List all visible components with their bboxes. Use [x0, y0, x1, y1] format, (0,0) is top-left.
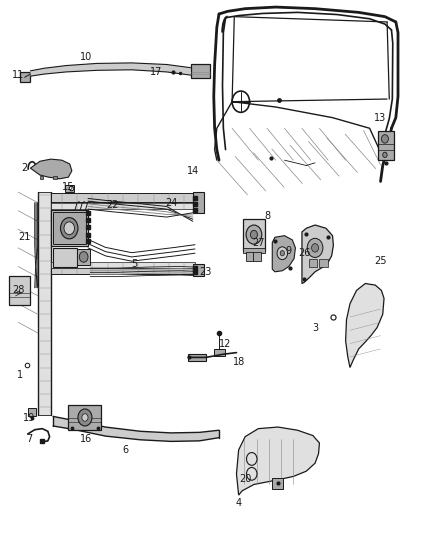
Bar	[51, 203, 195, 209]
Bar	[51, 193, 195, 201]
Polygon shape	[38, 192, 51, 415]
Bar	[28, 408, 36, 416]
Text: 1: 1	[17, 370, 23, 381]
Text: 23: 23	[200, 267, 212, 277]
Text: 8: 8	[264, 211, 270, 221]
Text: 24: 24	[165, 198, 177, 208]
Polygon shape	[237, 427, 319, 495]
Bar	[53, 248, 77, 266]
Bar	[253, 252, 261, 261]
Bar	[51, 210, 88, 246]
Text: 20: 20	[239, 474, 251, 484]
Bar	[188, 354, 206, 361]
Bar	[20, 72, 30, 82]
Circle shape	[383, 152, 387, 158]
Polygon shape	[302, 225, 333, 284]
Bar	[193, 264, 204, 276]
Text: 16: 16	[80, 434, 92, 445]
Polygon shape	[30, 159, 72, 179]
Text: 17: 17	[149, 68, 162, 77]
Polygon shape	[30, 63, 191, 76]
Circle shape	[79, 252, 88, 262]
Bar	[65, 185, 74, 191]
Bar	[53, 212, 86, 244]
Polygon shape	[272, 236, 295, 272]
Bar	[214, 350, 225, 356]
Text: 11: 11	[12, 70, 24, 80]
Circle shape	[311, 244, 318, 252]
Text: 28: 28	[12, 286, 25, 295]
Bar	[243, 219, 265, 251]
Text: 7: 7	[26, 434, 32, 445]
Circle shape	[60, 217, 78, 239]
Bar	[68, 405, 101, 430]
Text: 25: 25	[374, 256, 387, 266]
Text: 2: 2	[21, 163, 28, 173]
Text: 9: 9	[286, 246, 292, 255]
Polygon shape	[53, 416, 219, 441]
Bar	[53, 175, 57, 179]
Text: 27: 27	[252, 238, 265, 247]
Polygon shape	[346, 284, 384, 368]
Text: 19: 19	[23, 413, 35, 423]
Circle shape	[82, 414, 88, 421]
Text: 18: 18	[233, 357, 245, 367]
Circle shape	[64, 222, 74, 235]
Circle shape	[78, 409, 92, 426]
Bar	[51, 268, 195, 274]
Text: 13: 13	[374, 112, 387, 123]
Circle shape	[280, 251, 285, 256]
Circle shape	[246, 225, 262, 244]
Text: 12: 12	[219, 338, 232, 349]
Bar	[246, 252, 253, 261]
Bar	[308, 259, 317, 266]
Bar	[10, 276, 30, 305]
Bar	[51, 262, 195, 268]
Text: 14: 14	[187, 166, 199, 176]
Text: 4: 4	[236, 498, 242, 508]
Bar	[319, 259, 328, 266]
Text: 6: 6	[122, 445, 128, 455]
Bar	[378, 131, 394, 160]
Circle shape	[381, 135, 389, 143]
Bar	[77, 249, 90, 265]
Bar	[272, 478, 283, 489]
Bar	[191, 64, 210, 78]
Circle shape	[307, 238, 323, 257]
Bar	[193, 192, 204, 213]
Text: 3: 3	[312, 322, 318, 333]
Text: 5: 5	[131, 259, 137, 269]
Bar	[40, 175, 43, 179]
Bar	[243, 248, 265, 253]
Text: 21: 21	[18, 232, 31, 243]
Text: 15: 15	[62, 182, 74, 192]
Text: 10: 10	[80, 52, 92, 61]
Text: 26: 26	[298, 248, 311, 258]
Circle shape	[277, 247, 288, 260]
Text: 22: 22	[106, 200, 118, 211]
Circle shape	[251, 230, 258, 239]
